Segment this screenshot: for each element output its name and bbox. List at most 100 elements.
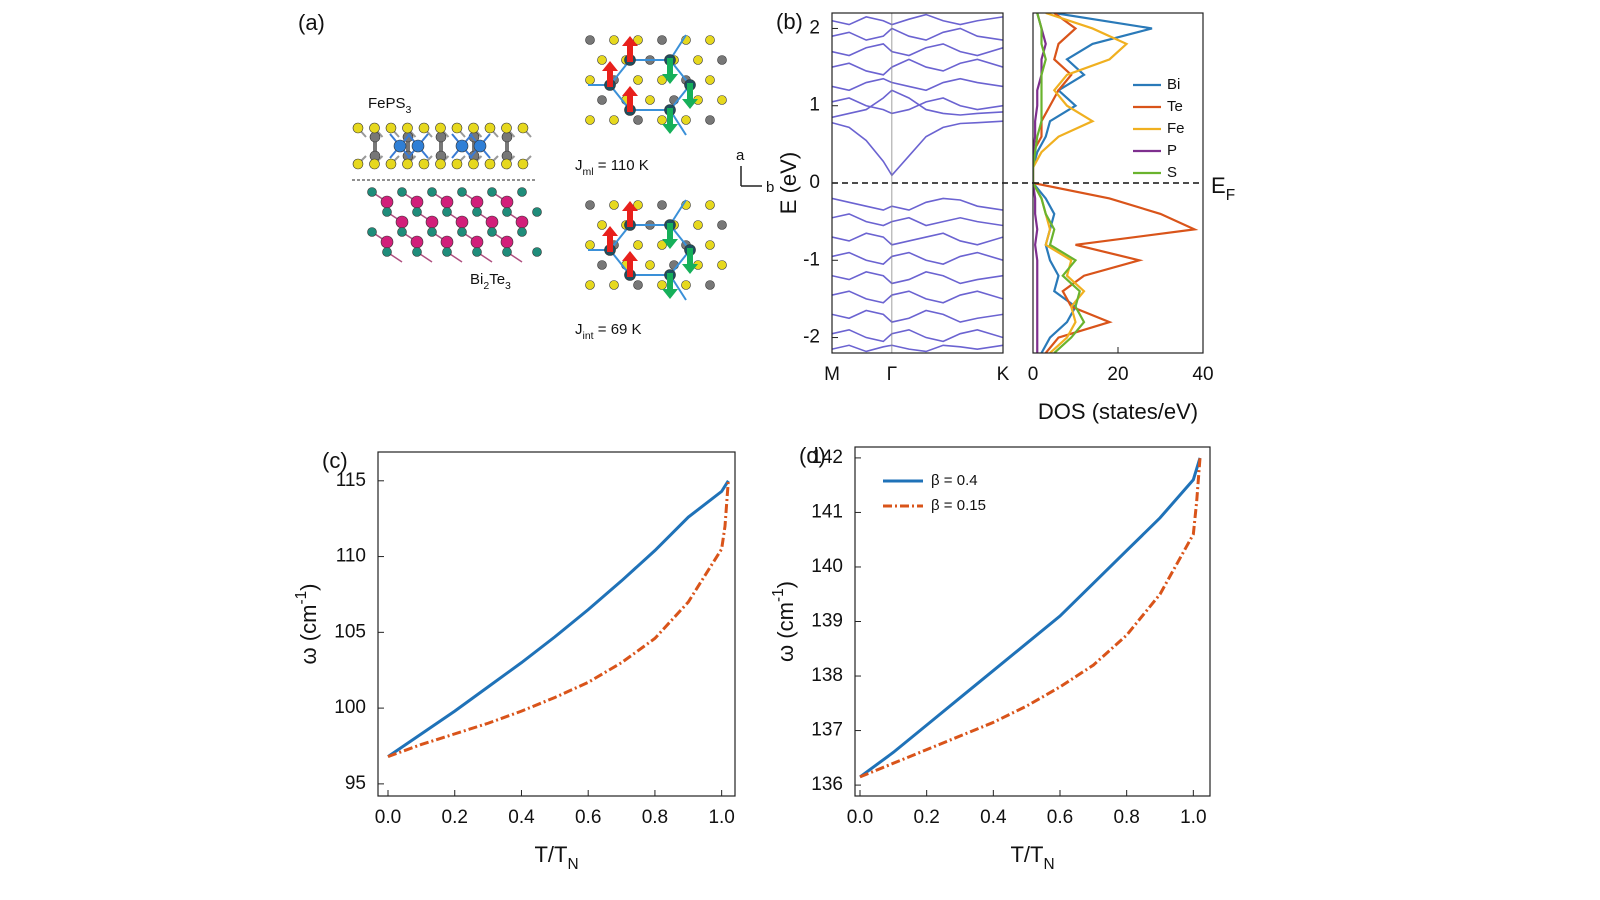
atom [410,195,424,209]
atom [402,122,413,134]
text-part: -1 [770,588,787,602]
x-tick-label: 0.2 [913,807,939,828]
y-tick-label: 105 [334,621,366,642]
atom [367,227,377,237]
dos-line [1033,13,1199,353]
axes-indicator: a b [736,147,774,196]
spin-down [682,83,698,109]
atom [657,115,667,125]
atom [435,131,447,143]
atom [597,55,607,65]
legend-label: β = 0.15 [931,497,986,514]
atom [705,200,715,210]
spin-down [682,248,698,274]
panel-label: (c) [322,448,348,473]
atom [435,158,446,170]
atom [681,280,691,290]
atom [645,260,655,270]
spin-down [662,108,678,134]
atom [382,207,392,217]
legend-label: Fe [1167,120,1185,137]
text-part: ) [296,584,321,591]
atom [705,35,715,45]
atom [597,95,607,105]
axis-letter: b [766,179,774,196]
atom [585,280,595,290]
atom [487,187,497,197]
text-part: -1 [293,591,310,605]
atom [657,200,667,210]
panel-label: (d) [799,443,826,468]
atom [585,75,595,85]
text-part: FePS [368,95,406,112]
series-line [387,480,730,759]
atom [470,195,484,209]
atom [442,207,452,217]
band [832,89,1003,119]
atom [633,280,643,290]
atom [484,158,496,170]
text-part: 3 [406,104,412,116]
exchange-label: Jml = 110 K [575,157,649,178]
atom [633,35,643,45]
atom [427,227,437,237]
atom [470,235,484,249]
atom [410,235,424,249]
atom [597,220,607,230]
legend-label: S [1167,164,1177,181]
crystal-structure [352,34,727,301]
x-tick-label: 0.8 [642,807,668,828]
atom [468,122,479,134]
atom [397,187,407,197]
atom [385,158,397,170]
atom [468,158,479,170]
atom [472,247,482,257]
atom [585,35,595,45]
atom [517,158,529,170]
x-tick-label: 0.6 [575,807,601,828]
axes-frame [1032,12,1204,354]
x-tick-label: M [824,364,840,385]
axes-frame [377,451,736,797]
x-tick-label: 0.4 [508,807,535,828]
atom [705,115,715,125]
atom [515,215,529,229]
atom [487,227,497,237]
atom [532,247,542,257]
x-tick-label: 20 [1107,364,1128,385]
atom [440,195,454,209]
atom [472,207,482,217]
spin-down [662,273,678,299]
text-part: T/T [1010,842,1043,867]
text-part: 2 [483,280,489,292]
atom [717,95,727,105]
atom [532,207,542,217]
atom [440,235,454,249]
atom [380,235,394,249]
atom [705,280,715,290]
panel-label: (a) [298,10,325,35]
text-part: E [1211,173,1226,198]
legend-label: Te [1167,98,1183,115]
y-tick-label: -1 [803,249,820,270]
atom [455,139,469,153]
atom [501,158,512,170]
text-part: T/T [534,842,567,867]
x-tick-label: 0 [1028,364,1039,385]
band [832,328,1003,343]
atom [427,187,437,197]
atom [501,131,513,143]
plot-area [387,479,730,759]
y-tick-label: 137 [811,720,843,741]
text-part: int [583,330,594,342]
atom [352,158,364,170]
x-tick-label: 0.2 [442,807,468,828]
band [832,197,1003,211]
x-tick-label: 0.8 [1113,807,1139,828]
atom [418,122,430,134]
text-part: ml [583,166,594,178]
x-tick-label: 0.4 [980,807,1007,828]
spin-down [662,58,678,84]
atom [411,139,425,153]
